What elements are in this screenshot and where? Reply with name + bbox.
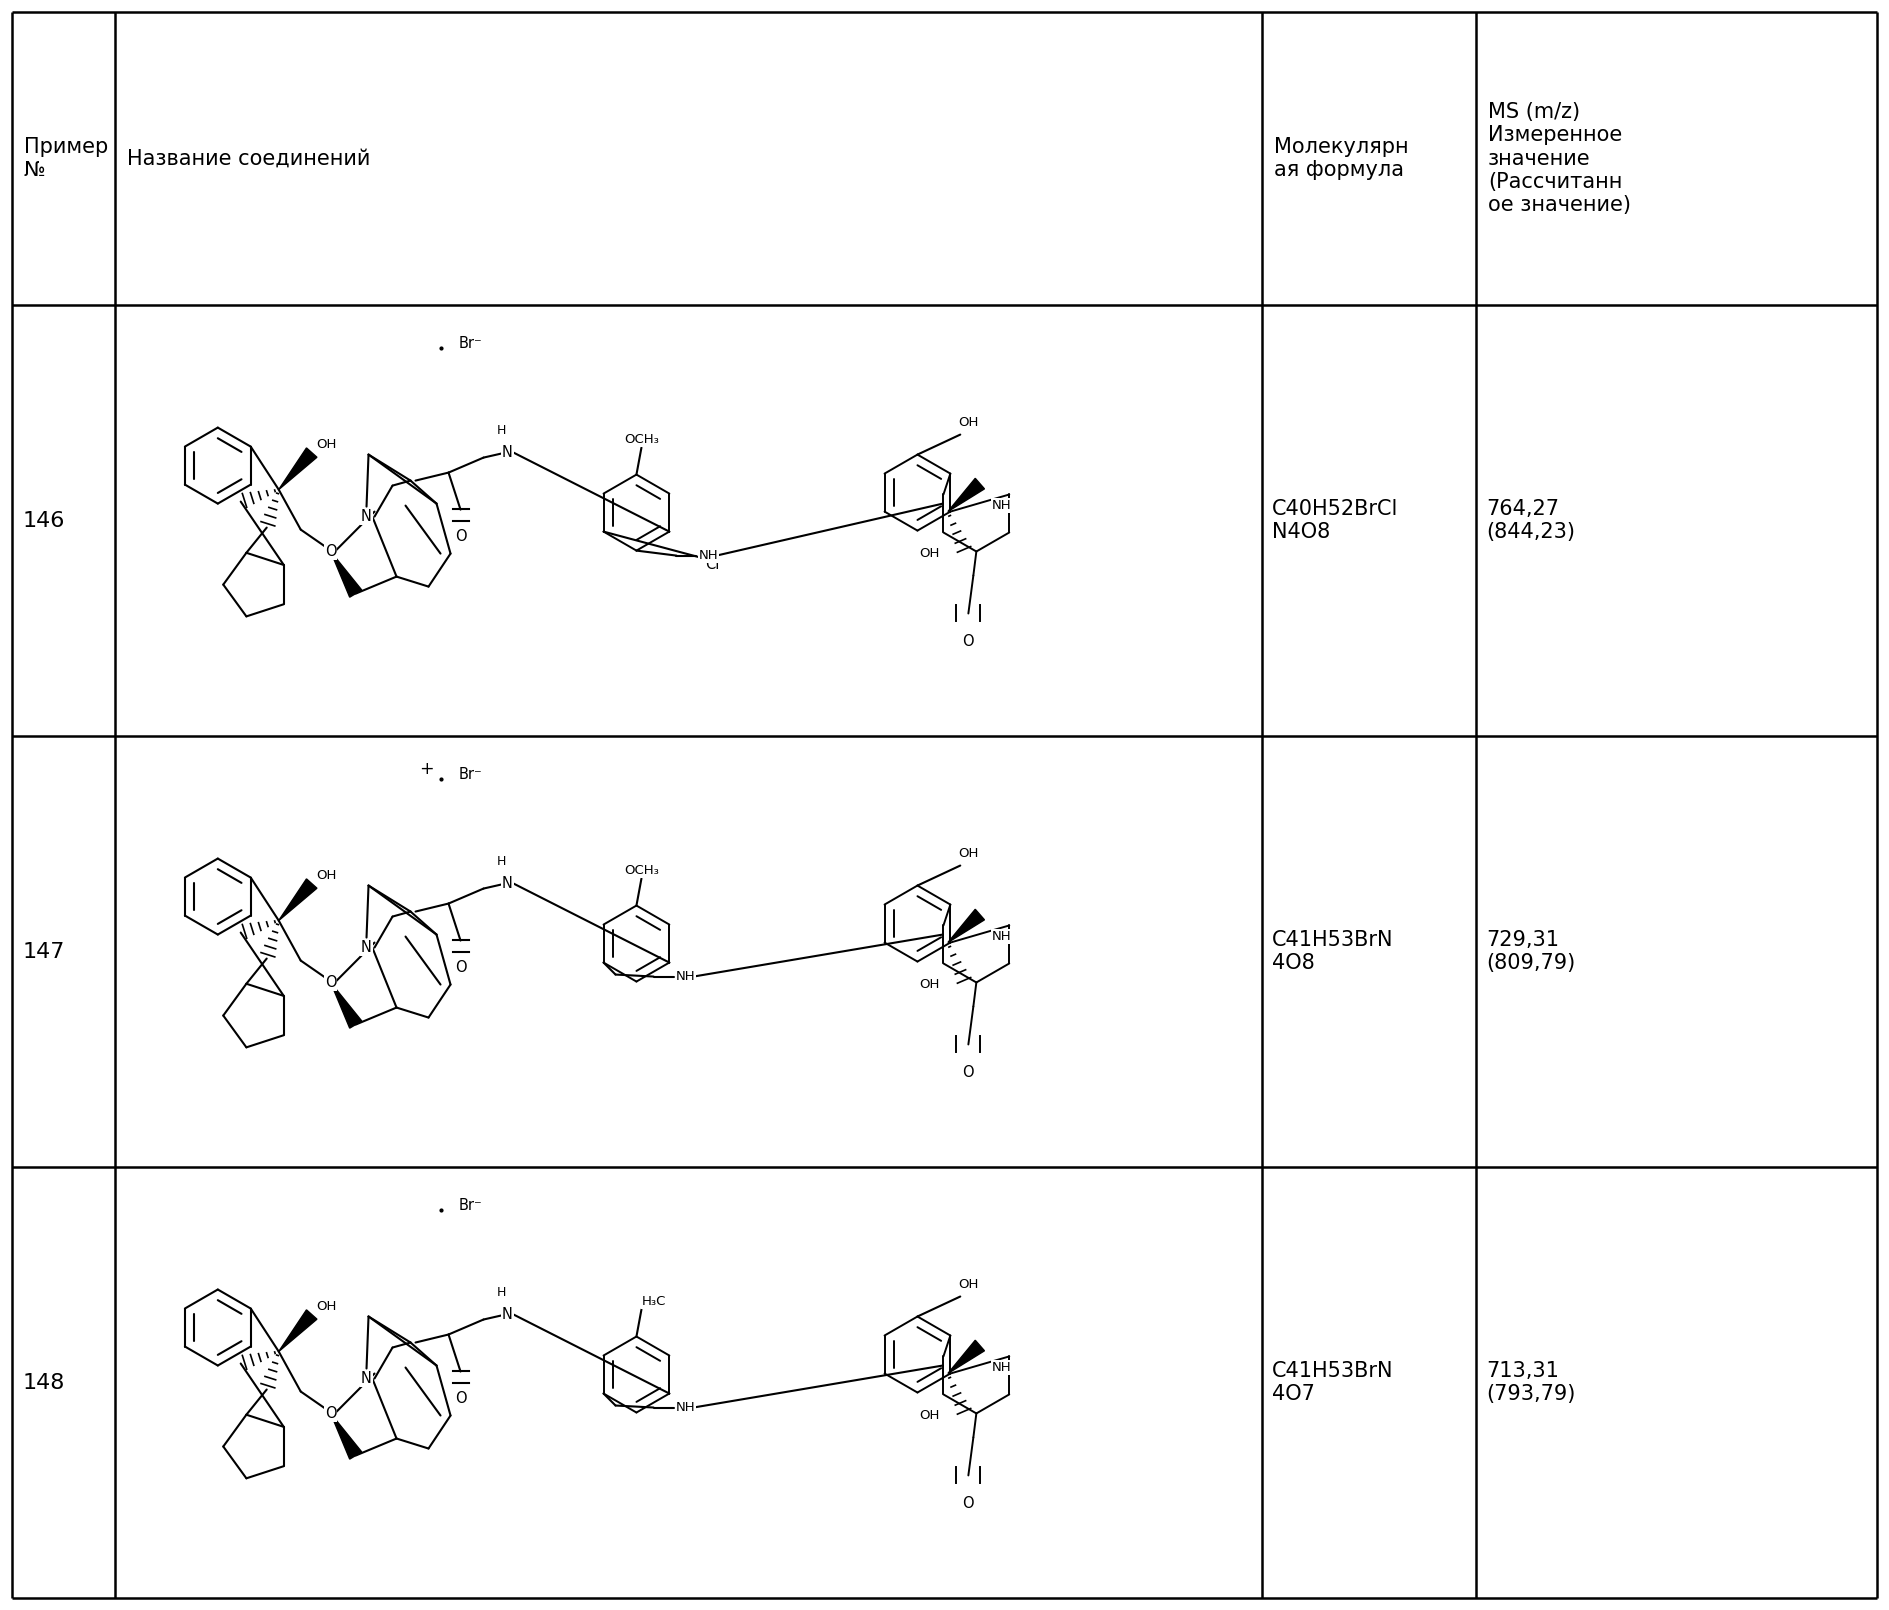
Text: NH: NH	[992, 931, 1011, 943]
Text: O: O	[325, 544, 336, 559]
Text: OH: OH	[920, 977, 941, 992]
Text: H: H	[497, 855, 506, 868]
Text: O: O	[963, 1064, 975, 1080]
Text: NH: NH	[992, 1360, 1011, 1373]
Text: NH: NH	[992, 499, 1011, 512]
Text: C40H52BrCl
N4O8: C40H52BrCl N4O8	[1271, 499, 1398, 543]
Text: Br⁻: Br⁻	[459, 766, 482, 781]
Polygon shape	[331, 552, 361, 597]
Text: OH: OH	[958, 847, 979, 860]
Text: H: H	[497, 1286, 506, 1299]
Text: O: O	[455, 960, 467, 976]
Text: 146: 146	[23, 510, 64, 531]
Text: Br⁻: Br⁻	[459, 335, 482, 351]
Text: NH: NH	[676, 971, 695, 984]
Polygon shape	[331, 982, 361, 1029]
Text: N: N	[361, 509, 372, 525]
Text: 148: 148	[23, 1372, 64, 1393]
Text: C41H53BrN
4O8: C41H53BrN 4O8	[1271, 931, 1392, 972]
Polygon shape	[948, 478, 984, 512]
Polygon shape	[948, 910, 984, 942]
Text: OH: OH	[920, 1409, 941, 1422]
Text: 764,27
(844,23): 764,27 (844,23)	[1487, 499, 1575, 543]
Text: OH: OH	[317, 1299, 336, 1314]
Polygon shape	[280, 879, 317, 921]
Text: O: O	[963, 1496, 975, 1510]
Text: N: N	[502, 876, 514, 890]
Text: 713,31
(793,79): 713,31 (793,79)	[1487, 1360, 1575, 1404]
Text: Название соединений: Название соединений	[127, 148, 370, 169]
Text: 147: 147	[23, 942, 64, 961]
Text: O: O	[325, 976, 336, 990]
Text: O: O	[455, 530, 467, 544]
Polygon shape	[331, 1414, 361, 1459]
Text: Пример
№: Пример №	[25, 137, 108, 180]
Text: MS (m/z)
Измеренное
значение
(Рассчитанн
ое значение): MS (m/z) Измеренное значение (Рассчитанн…	[1489, 101, 1630, 216]
Text: OH: OH	[958, 1278, 979, 1291]
Text: OH: OH	[317, 438, 336, 451]
Text: N: N	[502, 1307, 514, 1322]
Text: Br⁻: Br⁻	[459, 1198, 482, 1212]
Polygon shape	[280, 448, 317, 489]
Polygon shape	[948, 1340, 984, 1373]
Text: OH: OH	[958, 415, 979, 430]
Text: H₃C: H₃C	[642, 1294, 665, 1307]
Text: Молекулярн
ая формула: Молекулярн ая формула	[1273, 137, 1407, 180]
Text: NH: NH	[676, 1401, 695, 1414]
Text: Cl: Cl	[705, 557, 720, 572]
Text: O: O	[455, 1391, 467, 1406]
Text: 729,31
(809,79): 729,31 (809,79)	[1487, 931, 1575, 972]
Polygon shape	[280, 1311, 317, 1351]
Text: OH: OH	[920, 547, 941, 560]
Text: H: H	[497, 423, 506, 436]
Text: NH: NH	[699, 549, 718, 562]
Text: OCH₃: OCH₃	[623, 433, 659, 446]
Text: +: +	[419, 760, 434, 778]
Text: O: O	[325, 1406, 336, 1422]
Text: C41H53BrN
4O7: C41H53BrN 4O7	[1271, 1360, 1392, 1404]
Text: N: N	[502, 444, 514, 460]
Text: N: N	[361, 940, 372, 955]
Text: OCH₃: OCH₃	[623, 865, 659, 877]
Text: OH: OH	[317, 869, 336, 882]
Text: N: N	[361, 1372, 372, 1386]
Text: O: O	[963, 634, 975, 649]
